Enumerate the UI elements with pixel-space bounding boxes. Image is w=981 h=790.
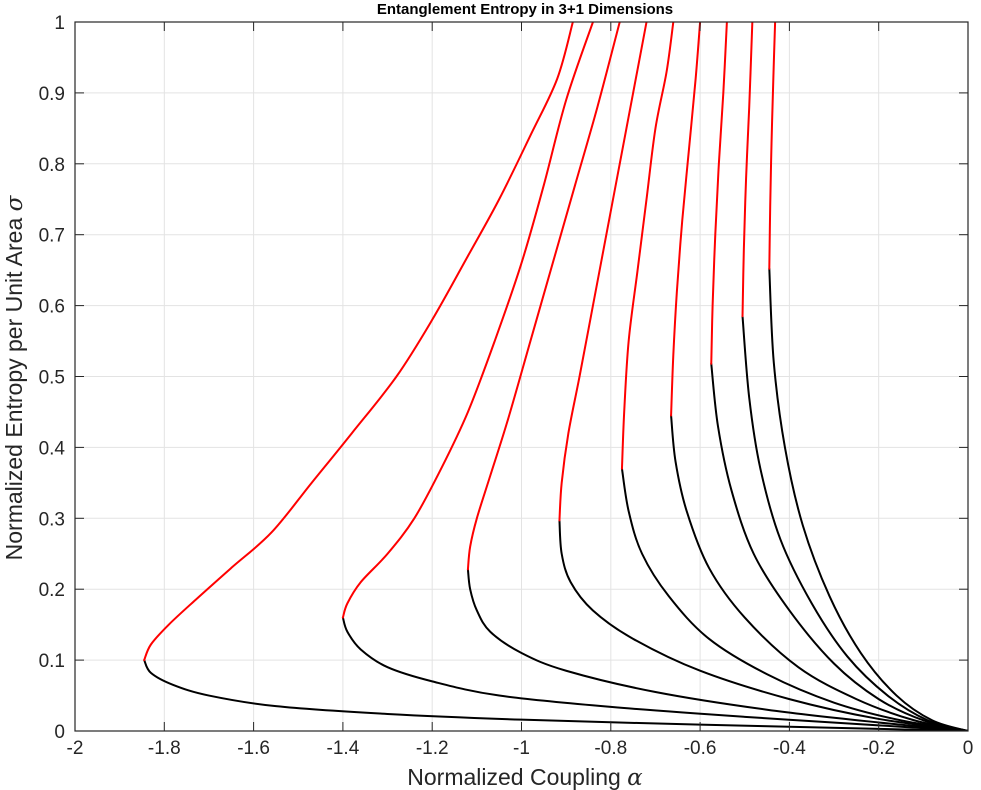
series-1-lower-branch (143, 659, 968, 731)
y-tick-label: 0.7 (39, 226, 65, 247)
grid (74, 21, 969, 732)
x-axis-symbol: α (627, 765, 643, 790)
x-tick-label: -1.6 (237, 738, 270, 759)
y-tick-label: 0 (54, 722, 65, 743)
series-6 (670, 22, 968, 731)
series-3-upper-branch (466, 22, 621, 571)
x-tick-label: -0.6 (684, 738, 717, 759)
series-9 (768, 22, 968, 731)
axes (74, 21, 969, 732)
x-axis-label-text: Normalized Coupling (407, 764, 621, 790)
x-tick-label: -1.8 (148, 738, 181, 759)
series-7-lower-branch (710, 362, 968, 731)
y-axis-symbol: σ (2, 194, 28, 211)
y-tick-label: 1 (54, 13, 65, 34)
series-2-lower-branch (341, 616, 968, 731)
x-tick-label: -0.8 (594, 738, 627, 759)
series-5 (620, 22, 968, 731)
series-5-upper-branch (620, 22, 675, 470)
x-tick-labels: -2 -1.8 -1.6 -1.4 -1.2 -1 -0.8 -0.6 -0.4 -0.2 0 (67, 738, 974, 759)
series-6-lower-branch (670, 414, 968, 731)
series-1-upper-branch (143, 22, 574, 662)
chart-title: Entanglement Entropy in 3+1 Dimensions (377, 1, 673, 18)
y-axis-label: Normalized Entropy per Unit Area σ (1, 194, 28, 560)
y-tick-label: 0.6 (39, 297, 65, 318)
series-7 (710, 22, 968, 731)
x-tick-label: -1.2 (416, 738, 449, 759)
series-6-upper-branch (670, 22, 702, 417)
y-tick-label: 0.9 (39, 84, 65, 105)
y-tick-label: 0.2 (39, 580, 65, 601)
y-tick-labels: 0 0.1 0.2 0.3 0.4 0.5 0.6 0.7 0.8 0.9 1 (39, 13, 66, 743)
x-tick-label: 0 (963, 738, 974, 759)
series-7-upper-branch (710, 22, 728, 365)
y-axis-label-text: Normalized Entropy per Unit Area (1, 218, 27, 561)
series-4 (558, 22, 968, 731)
series-8 (741, 22, 968, 731)
y-tick-label: 0.8 (39, 155, 65, 176)
x-axis-label: Normalized Coupling α (407, 764, 643, 790)
y-tick-label: 0.3 (39, 509, 65, 530)
x-tick-label: -0.4 (773, 738, 806, 759)
x-tick-label: -1 (513, 738, 530, 759)
series-4-upper-branch (558, 22, 648, 522)
series-2-upper-branch (341, 22, 594, 619)
y-tick-label: 0.5 (39, 368, 65, 389)
series-1 (143, 22, 968, 731)
series-8-lower-branch (741, 315, 968, 731)
series-4-lower-branch (558, 519, 968, 731)
y-tick-label: 0.4 (39, 438, 66, 459)
series-2 (341, 22, 968, 731)
x-tick-label: -0.2 (862, 738, 895, 759)
series-9-lower-branch (768, 267, 968, 731)
plot-frame (74, 21, 969, 732)
series-5-lower-branch (620, 467, 968, 731)
series-8-upper-branch (741, 22, 754, 318)
x-tick-label: -2 (67, 738, 84, 759)
series-9-upper-branch (768, 22, 777, 270)
x-tick-label: -1.4 (327, 738, 360, 759)
series-3 (466, 22, 968, 731)
series-layer (143, 22, 968, 731)
y-tick-label: 0.1 (39, 651, 65, 672)
series-3-lower-branch (466, 568, 968, 731)
